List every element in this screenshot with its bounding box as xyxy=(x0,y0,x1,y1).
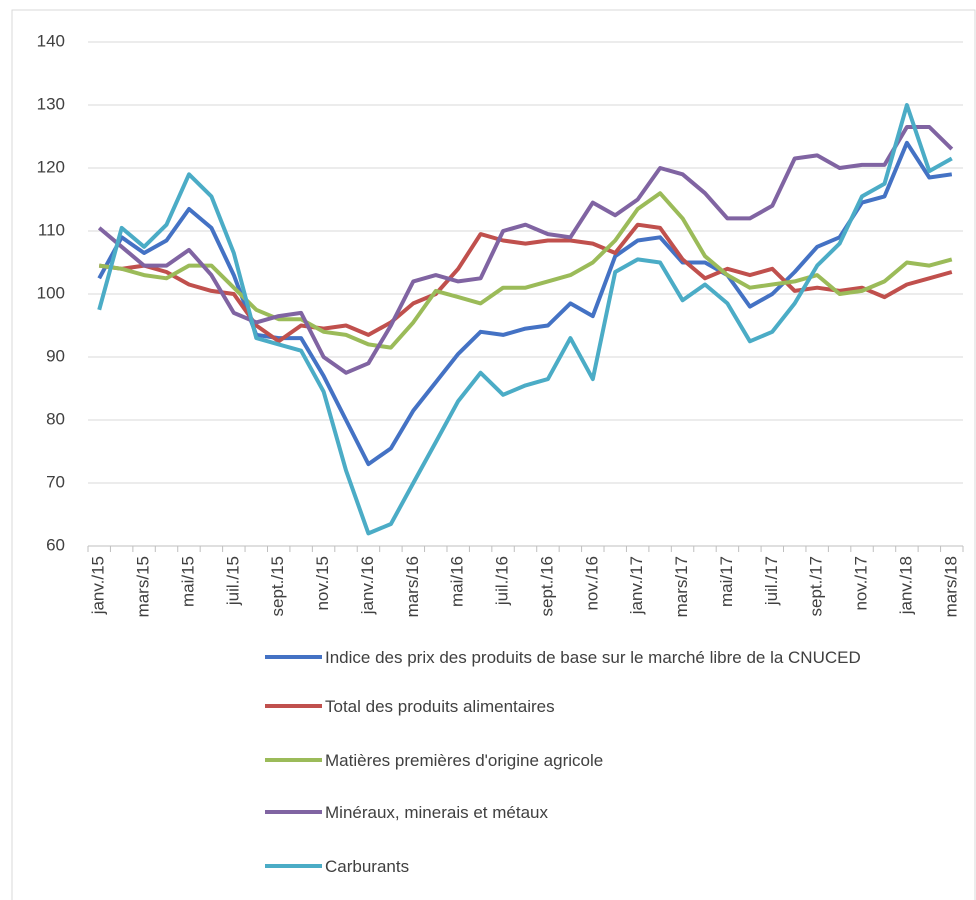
x-tick-label: mars/15 xyxy=(134,556,153,617)
y-tick-label: 70 xyxy=(46,472,65,491)
y-tick-label: 80 xyxy=(46,409,65,428)
legend-label: Matières premières d'origine agricole xyxy=(325,750,604,770)
x-tick-label: juil./17 xyxy=(762,556,781,606)
chart-border xyxy=(11,9,976,900)
y-tick-label: 130 xyxy=(37,94,65,113)
y-tick-label: 110 xyxy=(38,220,65,239)
x-tick-label: nov./17 xyxy=(852,556,871,611)
x-tick-label: janv./18 xyxy=(896,556,915,615)
y-tick-label: 60 xyxy=(46,535,65,554)
legend-label: Indice des prix des produits de base sur… xyxy=(325,647,861,667)
series-line xyxy=(98,191,953,350)
y-tick-label: 100 xyxy=(37,283,65,302)
x-tick-label: nov./16 xyxy=(582,556,601,611)
y-tick-label: 120 xyxy=(37,157,65,176)
series-line xyxy=(97,103,953,536)
legend-label: Minéraux, minerais et métaux xyxy=(325,802,548,822)
x-tick-label: janv./15 xyxy=(89,556,108,615)
x-tick-label: janv./17 xyxy=(627,556,646,615)
y-tick-label: 140 xyxy=(37,31,65,50)
series-line xyxy=(97,125,954,375)
x-tick-label: juil./16 xyxy=(493,556,512,606)
x-tick-label: juil./15 xyxy=(223,556,242,606)
x-tick-label: sept./17 xyxy=(807,556,826,617)
x-tick-label: sept./16 xyxy=(537,556,556,617)
x-tick-label: mars/18 xyxy=(941,556,960,617)
x-tick-label: nov./15 xyxy=(313,556,332,611)
x-tick-label: mai/16 xyxy=(448,556,467,607)
legend-label: Total des produits alimentaires xyxy=(325,696,555,716)
x-tick-label: mars/16 xyxy=(403,556,422,617)
series-line xyxy=(98,222,953,344)
x-tick-label: mai/17 xyxy=(717,556,736,607)
x-tick-label: mai/15 xyxy=(178,556,197,607)
y-tick-label: 90 xyxy=(46,346,65,365)
x-tick-label: mars/17 xyxy=(672,556,691,617)
legend-label: Carburants xyxy=(325,856,410,876)
x-tick-label: sept./15 xyxy=(268,556,287,617)
x-tick-label: janv./16 xyxy=(358,556,377,615)
